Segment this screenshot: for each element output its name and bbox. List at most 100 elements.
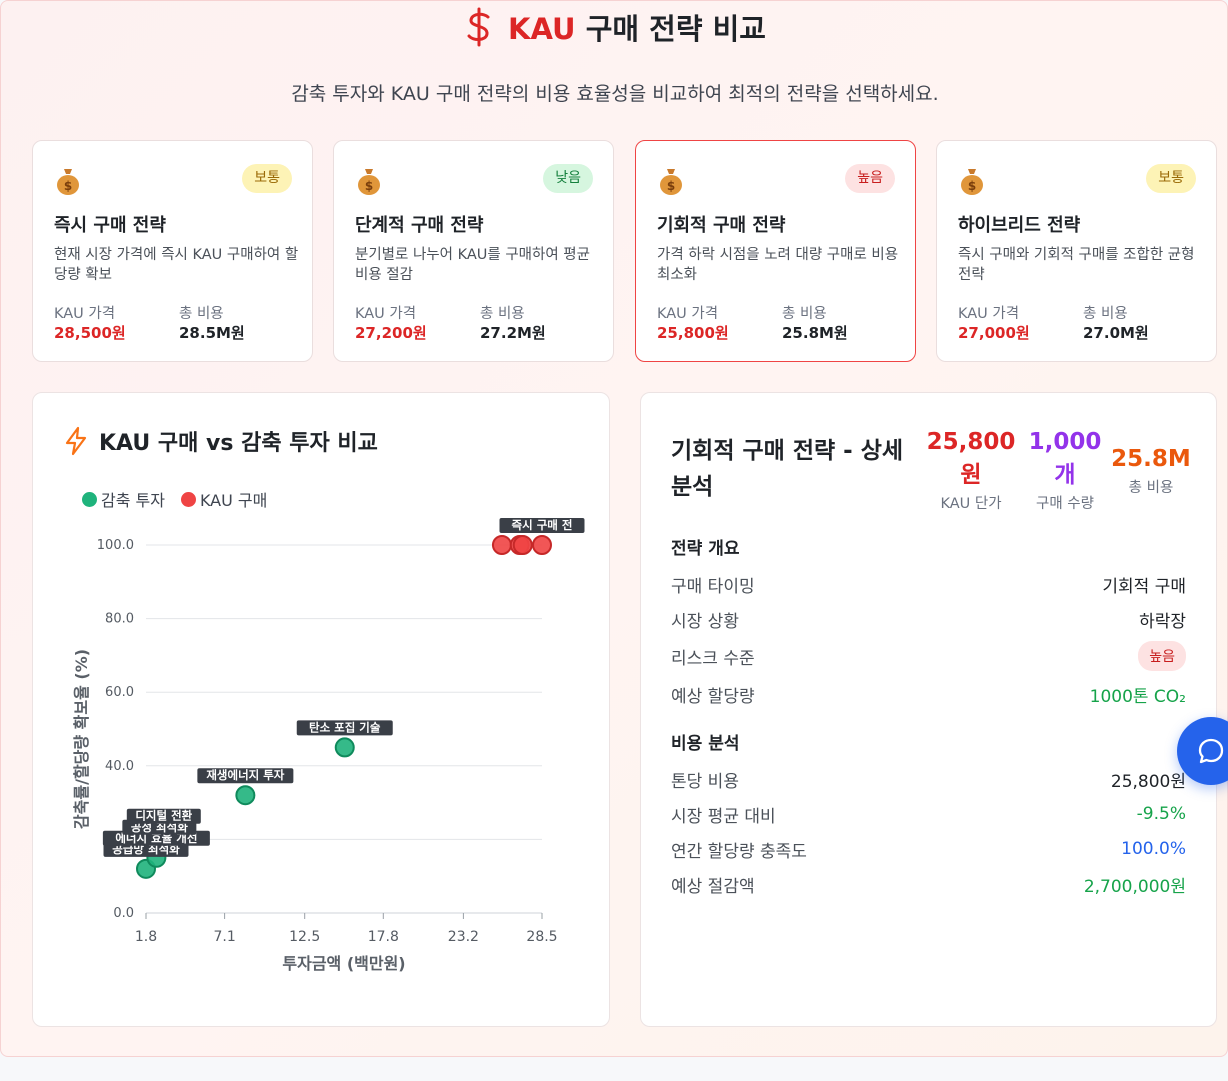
overview-row: 리스크 수준 높음 (671, 641, 1186, 671)
cost-row: 시장 평균 대비 -9.5% (671, 799, 1186, 829)
legend-dot (180, 491, 196, 507)
row-key: 리스크 수준 (671, 648, 755, 669)
chat-button[interactable] (1177, 717, 1228, 785)
svg-text:즉시 구매 전: 즉시 구매 전 (512, 518, 573, 532)
svg-text:탄소 포집 기술: 탄소 포집 기술 (309, 720, 381, 734)
chart-legend: 감축 투자 KAU 구매 (82, 487, 267, 511)
cost-label: 총 비용 (782, 306, 827, 322)
svg-text:재생에너지 투자: 재생에너지 투자 (206, 768, 284, 782)
cost-label: 총 비용 (1083, 306, 1128, 322)
overview-row: 예상 할당량 1000톤 CO₂ (671, 679, 1186, 709)
y-tick-label: 60.0 (105, 685, 134, 700)
detail-title: 기회적 구매 전략 - 상세 분석 (671, 438, 904, 500)
data-point (491, 535, 512, 555)
chat-bubble-icon (1198, 738, 1224, 764)
stat-value: 25.8M (1111, 446, 1191, 472)
page-title: KAU 구매 전략 비교 (508, 12, 766, 46)
row-key: 예상 절감액 (671, 876, 755, 897)
lightning-icon (65, 426, 87, 456)
stat-quantity: 1,000 개 구매 수량 (1020, 426, 1110, 513)
row-value: 하락장 (1139, 611, 1186, 632)
price-value: 25,800원 (657, 324, 729, 342)
cost-row: 연간 할당량 충족도 100.0% (671, 834, 1186, 864)
cost-value: 28.5M원 (179, 324, 245, 342)
card-description: 현재 시장 가격에 즉시 KAU 구매하여 할당량 확보 (54, 247, 299, 283)
cost-value: 27.2M원 (480, 324, 546, 342)
x-axis-title: 투자금액 (백만원) (282, 954, 405, 973)
x-tick-label: 17.8 (368, 929, 399, 945)
svg-text:$: $ (64, 179, 72, 193)
card-title: 즉시 구매 전략 (54, 215, 166, 236)
card-description: 가격 하락 시점을 노려 대량 구매로 비용 최소화 (657, 247, 899, 283)
strategy-card-staged[interactable]: $ 낮음 단계적 구매 전략 분기별로 나누어 KAU를 구매하여 평균 비용 … (333, 140, 614, 362)
x-tick-label: 23.2 (448, 929, 479, 945)
stat-value: 25,800 원 (926, 429, 1016, 488)
svg-text:디지털 전환: 디지털 전환 (135, 809, 192, 823)
cost-label: 총 비용 (179, 306, 224, 322)
y-tick-label: 40.0 (105, 759, 134, 774)
row-value: 100.0% (1121, 839, 1186, 859)
svg-text:$: $ (968, 179, 976, 193)
data-point (512, 535, 533, 555)
data-point (532, 535, 552, 555)
row-key: 톤당 비용 (671, 771, 739, 792)
legend-item-reduction[interactable]: 감축 투자 (82, 487, 165, 511)
risk-badge: 보통 (1146, 164, 1196, 193)
legend-item-kau[interactable]: KAU 구매 (180, 487, 268, 511)
cost-row: 예상 절감액 2,700,000원 (671, 869, 1186, 899)
price-label: KAU 가격 (54, 306, 116, 322)
y-tick-label: 100.0 (97, 538, 134, 553)
card-title: 기회적 구매 전략 (657, 215, 786, 236)
row-value: 25,800원 (1110, 771, 1186, 792)
stat-label: KAU 단가 (940, 496, 1002, 512)
strategy-card-opportunistic[interactable]: $ 높음 기회적 구매 전략 가격 하락 시점을 노려 대량 구매로 비용 최소… (635, 140, 916, 362)
strategy-card-immediate[interactable]: $ 보통 즉시 구매 전략 현재 시장 가격에 즉시 KAU 구매하여 할당량 … (32, 140, 313, 362)
x-tick-label: 7.1 (213, 929, 235, 945)
overview-row: 시장 상황 하락장 (671, 604, 1186, 634)
chart-header: KAU 구매 vs 감축 투자 비교 (63, 425, 378, 457)
risk-badge: 낮음 (543, 164, 593, 193)
y-tick-label: 80.0 (105, 612, 134, 627)
row-value: 1000톤 CO₂ (1089, 686, 1186, 707)
stat-value: 1,000 개 (1028, 429, 1102, 488)
row-value: 2,700,000원 (1083, 876, 1186, 897)
x-tick-label: 12.5 (289, 929, 320, 945)
risk-badge: 높음 (845, 164, 895, 193)
legend-dot (82, 491, 97, 507)
point-label: 즉시 구매 전 (499, 518, 585, 533)
cost-label: 총 비용 (480, 306, 525, 322)
money-bag-icon: $ (358, 169, 380, 195)
card-description: 즉시 구매와 기회적 구매를 조합한 균형 전략 (958, 247, 1195, 283)
scatter-chart: 0.020.040.060.080.0100.01.87.112.517.823… (72, 518, 585, 973)
row-key: 연간 할당량 충족도 (671, 841, 807, 862)
risk-badge: 보통 (242, 164, 292, 193)
price-label: KAU 가격 (657, 306, 719, 322)
row-value: -9.5% (1136, 804, 1186, 824)
svg-text:$: $ (667, 179, 675, 193)
row-key: 시장 평균 대비 (671, 806, 776, 827)
price-label: KAU 가격 (355, 306, 417, 322)
chart-title: KAU 구매 vs 감축 투자 비교 (99, 431, 378, 456)
cost-value: 25.8M원 (782, 324, 848, 342)
price-value: 28,500원 (54, 324, 126, 342)
overview-heading: 전략 개요 (671, 539, 740, 559)
card-title: 단계적 구매 전략 (355, 215, 484, 236)
money-bag-icon: $ (961, 169, 983, 195)
cost-row: 톤당 비용 25,800원 (671, 764, 1186, 794)
money-bag-icon: $ (660, 169, 682, 195)
dollar-icon (467, 7, 490, 47)
cost-heading: 비용 분석 (671, 734, 740, 754)
stat-total-cost: 25.8M 총 비용 (1111, 443, 1191, 497)
page-subtitle: 감축 투자와 KAU 구매 전략의 비용 효율성을 비교하여 최적의 전략을 선… (291, 83, 939, 105)
money-bag-icon: $ (57, 169, 79, 195)
price-label: KAU 가격 (958, 306, 1020, 322)
card-title: 하이브리드 전략 (958, 215, 1081, 236)
row-value: 기회적 구매 (1102, 576, 1186, 597)
strategy-card-hybrid[interactable]: $ 보통 하이브리드 전략 즉시 구매와 기회적 구매를 조합한 균형 전략 K… (936, 140, 1217, 362)
risk-level-badge: 높음 (1138, 641, 1186, 671)
strategy-panel: KAU 구매 전략 비교 감축 투자와 KAU 구매 전략의 비용 효율성을 비… (0, 0, 1228, 1057)
legend-label: KAU 구매 (199, 491, 268, 510)
row-key: 시장 상황 (671, 611, 739, 632)
x-tick-label: 28.5 (526, 929, 557, 945)
point-label: 디지털 전환 (126, 808, 201, 824)
